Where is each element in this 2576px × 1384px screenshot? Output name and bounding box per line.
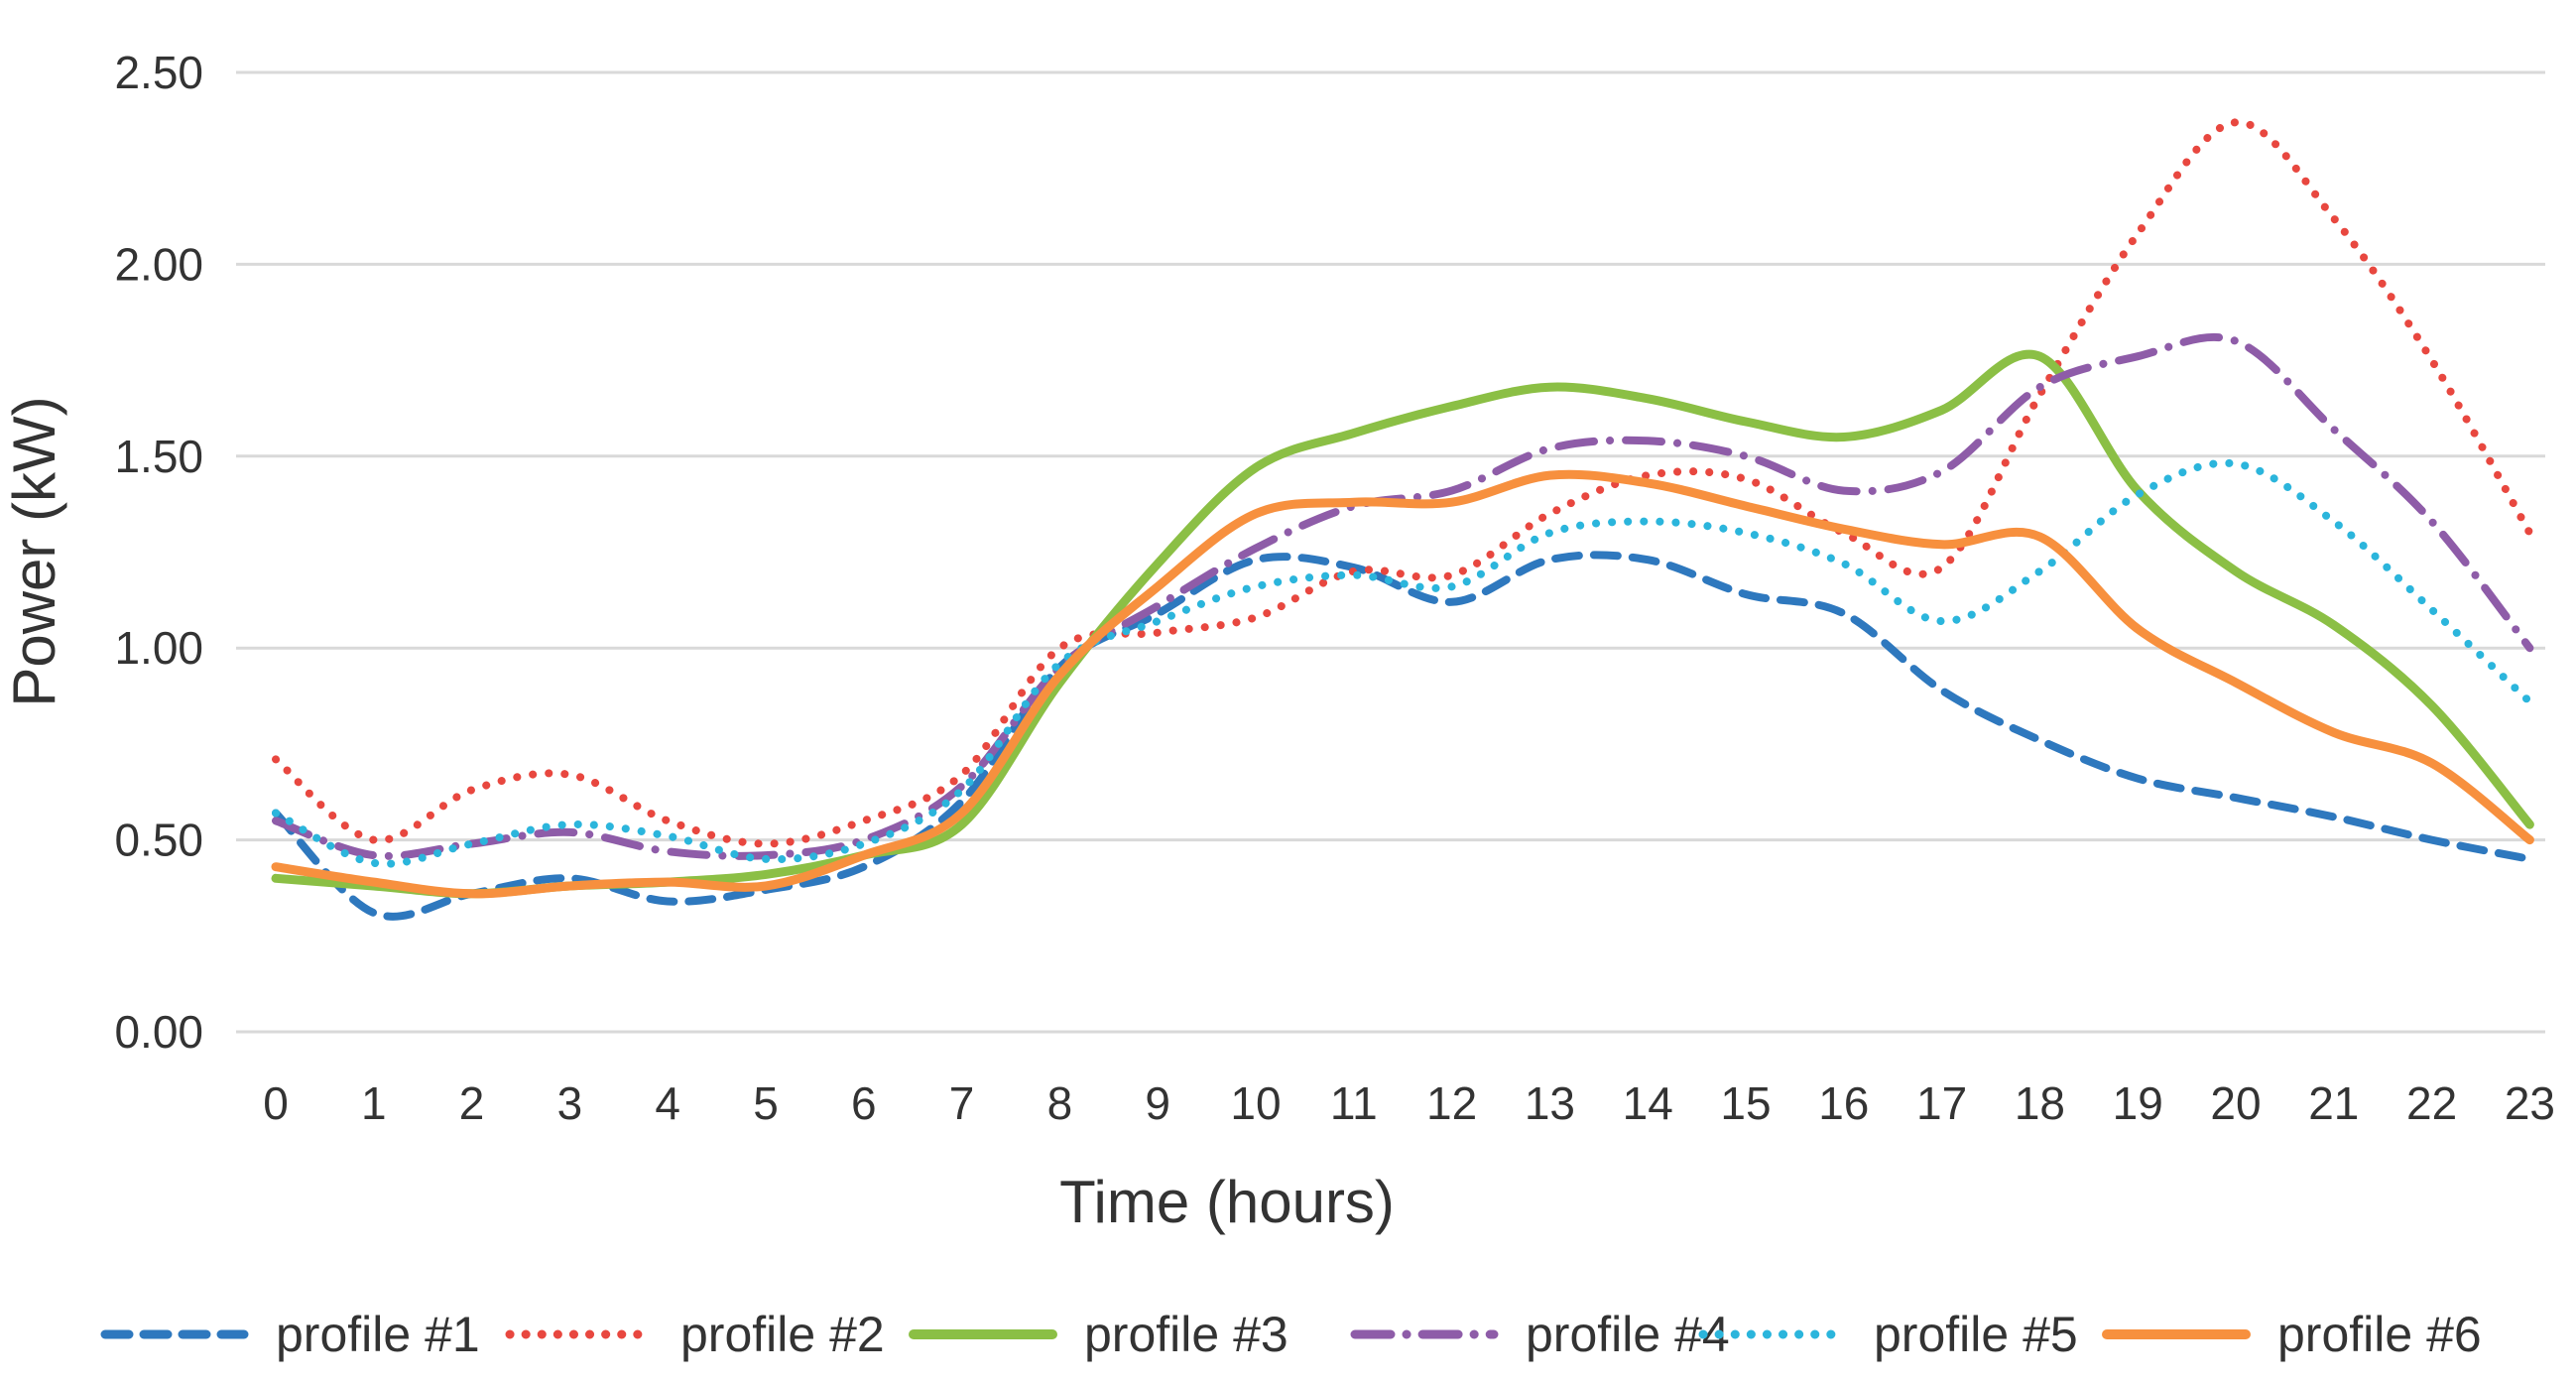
x-tick-label: 16	[1818, 1077, 1869, 1129]
series-line-profile-6	[271, 469, 2534, 899]
legend-item-profile-2: profile #2	[505, 1307, 885, 1362]
legend-item-profile-3: profile #3	[909, 1307, 1288, 1362]
x-tick-label: 18	[2015, 1077, 2065, 1129]
series-line-profile-4	[272, 333, 2534, 860]
y-axis-title: Power (kW)	[1, 396, 67, 706]
legend-item-profile-1: profile #1	[100, 1307, 480, 1362]
series-line-profile-1	[272, 551, 2534, 921]
legend-label-4: profile #4	[1526, 1307, 1730, 1362]
x-tick-label: 10	[1230, 1077, 1281, 1129]
legend-label-6: profile #6	[2277, 1307, 2482, 1362]
y-tick-label: 1.00	[114, 622, 203, 674]
x-tick-label: 4	[655, 1077, 680, 1129]
x-tick-label: 1	[361, 1077, 387, 1129]
x-tick-label: 8	[1047, 1077, 1073, 1129]
x-tick-label: 5	[753, 1077, 779, 1129]
series-line-profile-3	[271, 349, 2534, 899]
x-tick-label: 7	[949, 1077, 975, 1129]
legend-label-3: profile #3	[1084, 1307, 1288, 1362]
x-tick-label: 23	[2505, 1077, 2555, 1129]
x-tick-label: 22	[2406, 1077, 2457, 1129]
legend-label-2: profile #2	[680, 1307, 885, 1362]
x-tick-label: 13	[1525, 1077, 1575, 1129]
y-tick-label: 2.50	[114, 47, 203, 98]
legend-item-profile-6: profile #6	[2102, 1307, 2482, 1362]
x-tick-label: 15	[1720, 1077, 1771, 1129]
x-tick-label: 17	[1916, 1077, 1967, 1129]
y-tick-label: 0.50	[114, 815, 203, 866]
x-tick-label: 11	[1330, 1077, 1378, 1129]
legend-item-profile-4: profile #4	[1350, 1307, 1730, 1362]
x-tick-label: 20	[2210, 1077, 2261, 1129]
legend-label-5: profile #5	[1874, 1307, 2078, 1362]
x-tick-label: 3	[557, 1077, 583, 1129]
x-tick-label: 19	[2113, 1077, 2163, 1129]
y-tick-label: 0.00	[114, 1006, 203, 1058]
x-tick-label: 9	[1145, 1077, 1170, 1129]
x-tick-label: 14	[1623, 1077, 1673, 1129]
legend-item-profile-5: profile #5	[1698, 1307, 2078, 1362]
y-tick-label: 1.50	[114, 431, 203, 482]
x-tick-label: 12	[1426, 1077, 1477, 1129]
x-axis-title: Time (hours)	[1059, 1169, 1395, 1235]
x-tick-label: 21	[2308, 1077, 2359, 1129]
y-tick-label: 2.00	[114, 238, 203, 290]
series-line-profile-2	[272, 118, 2534, 848]
x-tick-label: 2	[459, 1077, 485, 1129]
x-tick-label: 0	[263, 1077, 289, 1129]
legend-label-1: profile #1	[276, 1307, 480, 1362]
x-tick-label: 6	[851, 1077, 877, 1129]
